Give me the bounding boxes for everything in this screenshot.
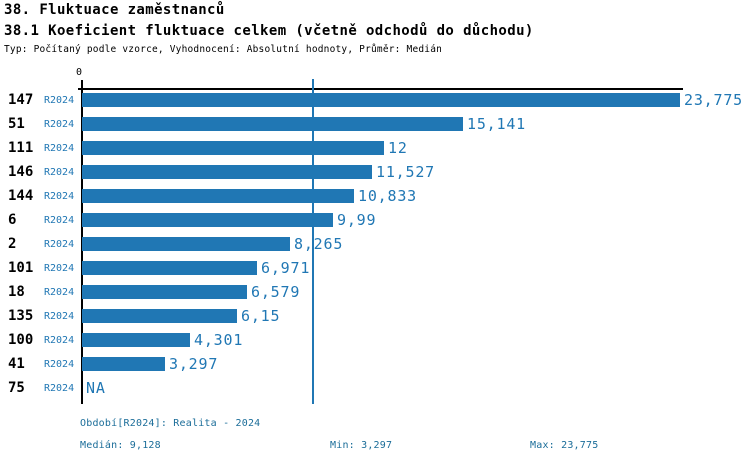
bar-value-label: 6,971 xyxy=(261,259,311,277)
row-series-label: R2024 xyxy=(44,167,75,178)
row-series-label: R2024 xyxy=(44,383,75,394)
bar-value-label: 4,301 xyxy=(194,331,244,349)
chart-row: 18 R2024 6,579 xyxy=(0,283,750,301)
chart-title: 38.1 Koeficient fluktuace celkem (včetně… xyxy=(4,23,534,39)
chart-row: 135 R2024 6,15 xyxy=(0,307,750,325)
chart-row: 146 R2024 11,527 xyxy=(0,163,750,181)
x-axis-line xyxy=(78,88,683,90)
row-id-label: 101 xyxy=(8,260,34,276)
row-id-label: 144 xyxy=(8,188,34,204)
max-summary-label: Max: 23,775 xyxy=(530,440,599,451)
row-series-label: R2024 xyxy=(44,239,75,250)
bar xyxy=(82,333,190,347)
bar-value-label: 15,141 xyxy=(467,115,526,133)
bar xyxy=(82,165,372,179)
bar-value-label: 6,15 xyxy=(241,307,281,325)
row-id-label: 75 xyxy=(8,380,25,396)
row-series-label: R2024 xyxy=(44,359,75,370)
bar xyxy=(82,117,463,131)
bar xyxy=(82,285,247,299)
x-axis-zero-label: 0 xyxy=(76,67,83,78)
chart-row: 101 R2024 6,971 xyxy=(0,259,750,277)
bar-value-label: 11,527 xyxy=(376,163,435,181)
bar xyxy=(82,237,290,251)
chart-row: 75 R2024 NA xyxy=(0,379,750,397)
row-id-label: 2 xyxy=(8,236,17,252)
row-id-label: 6 xyxy=(8,212,17,228)
bar xyxy=(82,189,354,203)
row-id-label: 135 xyxy=(8,308,34,324)
bar-na-label: NA xyxy=(86,379,106,397)
bar xyxy=(82,357,165,371)
period-label: Období[R2024]: Realita - 2024 xyxy=(80,418,261,429)
chart-row: 111 R2024 12 xyxy=(0,139,750,157)
row-id-label: 146 xyxy=(8,164,34,180)
bar-value-label: 10,833 xyxy=(358,187,417,205)
report-title: 38. Fluktuace zaměstnanců xyxy=(4,2,225,18)
chart-meta: Typ: Počítaný podle vzorce, Vyhodnocení:… xyxy=(4,44,443,55)
row-series-label: R2024 xyxy=(44,95,75,106)
bar-value-label: 9,99 xyxy=(337,211,377,229)
row-id-label: 41 xyxy=(8,356,25,372)
chart-row: 51 R2024 15,141 xyxy=(0,115,750,133)
bar-value-label: 23,775 xyxy=(684,91,743,109)
bar-value-label: 12 xyxy=(388,139,408,157)
bar xyxy=(82,261,257,275)
row-series-label: R2024 xyxy=(44,335,75,346)
min-summary-label: Min: 3,297 xyxy=(330,440,393,451)
bar xyxy=(82,213,333,227)
chart-row: 6 R2024 9,99 xyxy=(0,211,750,229)
median-reference-line xyxy=(312,79,314,404)
row-id-label: 100 xyxy=(8,332,34,348)
row-series-label: R2024 xyxy=(44,287,75,298)
bar xyxy=(82,309,237,323)
row-series-label: R2024 xyxy=(44,191,75,202)
chart-row: 100 R2024 4,301 xyxy=(0,331,750,349)
bar xyxy=(82,93,680,107)
chart-row: 41 R2024 3,297 xyxy=(0,355,750,373)
median-summary-label: Medián: 9,128 xyxy=(80,440,161,451)
bar-value-label: 6,579 xyxy=(251,283,301,301)
row-series-label: R2024 xyxy=(44,119,75,130)
bar xyxy=(82,141,384,155)
row-id-label: 147 xyxy=(8,92,34,108)
row-series-label: R2024 xyxy=(44,215,75,226)
row-series-label: R2024 xyxy=(44,143,75,154)
chart-row: 147 R2024 23,775 xyxy=(0,91,750,109)
row-id-label: 111 xyxy=(8,140,34,156)
chart-row: 2 R2024 8,265 xyxy=(0,235,750,253)
row-id-label: 18 xyxy=(8,284,25,300)
chart-row: 144 R2024 10,833 xyxy=(0,187,750,205)
row-id-label: 51 xyxy=(8,116,25,132)
bar-value-label: 3,297 xyxy=(169,355,219,373)
row-series-label: R2024 xyxy=(44,263,75,274)
row-series-label: R2024 xyxy=(44,311,75,322)
bar-value-label: 8,265 xyxy=(294,235,344,253)
